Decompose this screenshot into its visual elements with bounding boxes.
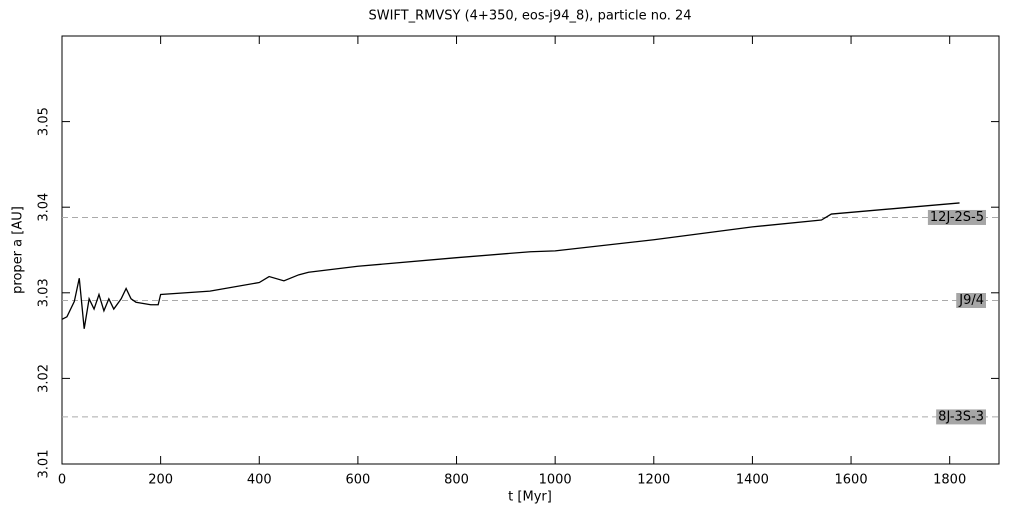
x-tick-label: 200 <box>148 473 173 488</box>
x-tick-label: 1400 <box>736 473 769 488</box>
x-tick-label: 800 <box>444 473 469 488</box>
reference-label: 8J-3S-3 <box>938 409 984 424</box>
x-tick-label: 1600 <box>835 473 868 488</box>
x-tick-label: 400 <box>247 473 272 488</box>
data-line <box>61 202 960 329</box>
x-tick-label: 0 <box>58 473 66 488</box>
reference-label: J9/4 <box>958 293 984 308</box>
y-tick-label: 3.05 <box>37 107 52 136</box>
x-tick-label: 1800 <box>933 473 966 488</box>
y-axis-label: proper a [AU] <box>11 206 26 294</box>
plot-frame <box>61 35 1000 465</box>
x-tick-label: 1200 <box>637 473 670 488</box>
x-axis-label: t [Myr] <box>508 490 552 505</box>
x-tick-label: 1000 <box>539 473 572 488</box>
y-tick-label: 3.04 <box>37 193 52 222</box>
reference-label: 12J-2S-5 <box>930 210 984 225</box>
y-tick-label: 3.02 <box>37 364 52 393</box>
reference-label-bg <box>956 293 986 309</box>
reference-label-bg <box>927 209 986 225</box>
chart-title: SWIFT_RMVSY (4+350, eos-j94_8), particle… <box>368 9 691 24</box>
y-tick-label: 3.01 <box>37 450 52 479</box>
y-tick-label: 3.03 <box>37 278 52 307</box>
reference-label-bg <box>936 409 986 425</box>
x-tick-label: 600 <box>345 473 370 488</box>
